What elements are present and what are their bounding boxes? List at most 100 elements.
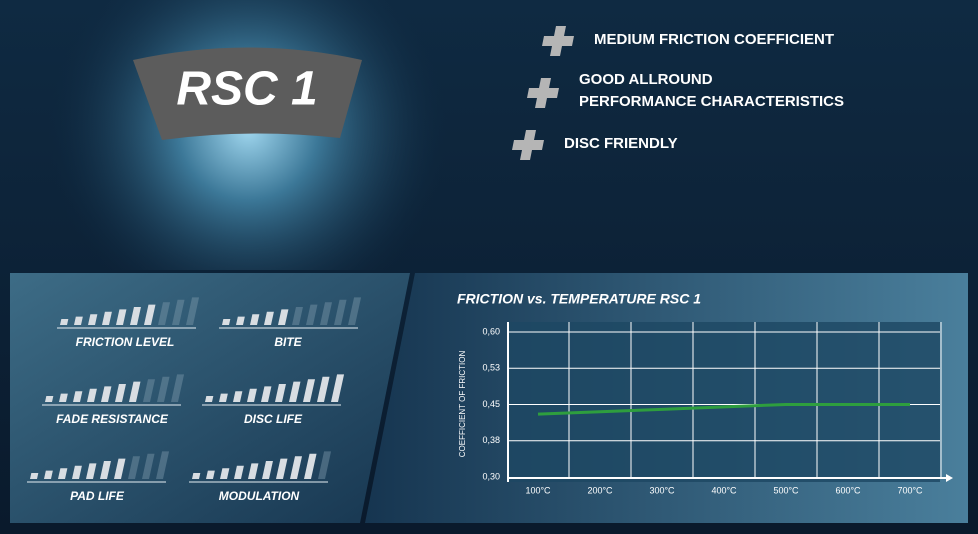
meter-bar	[59, 393, 68, 402]
meter-bar	[320, 302, 333, 325]
plus-icons	[512, 26, 574, 160]
feature: DISC FRIENDLY	[564, 135, 678, 152]
meter-bar	[261, 386, 272, 402]
meter-bar	[262, 461, 273, 479]
meter-bar	[205, 396, 214, 402]
meter-bar	[275, 384, 286, 402]
feature: PERFORMANCE CHARACTERISTICS	[579, 93, 844, 110]
meter-level	[45, 381, 141, 402]
meter-bar	[318, 451, 332, 479]
meter-bar	[157, 376, 170, 402]
meter-bar	[45, 396, 54, 402]
x-tick-label: 700°C	[897, 485, 923, 495]
y-tick-label: 0,53	[482, 363, 500, 373]
meter-bar	[219, 393, 228, 402]
y-tick-label: 0,60	[482, 326, 500, 336]
y-tick-label: 0,30	[482, 471, 500, 481]
meter-bar	[114, 458, 126, 479]
pad-shape	[133, 47, 362, 140]
meter-bar	[264, 311, 274, 325]
meter-level	[205, 374, 345, 402]
meter-bar	[142, 453, 155, 479]
plot-area	[508, 322, 940, 482]
rating-label: FADE RESISTANCE	[56, 412, 169, 426]
y-axis-title: COEFFICIENT OF FRICTION	[458, 351, 467, 458]
meter-rest	[318, 451, 332, 479]
meter-level	[192, 453, 317, 479]
x-tick-label: 500°C	[773, 485, 799, 495]
x-tick-label: 200°C	[587, 485, 613, 495]
y-tick-label: 0,38	[482, 435, 500, 445]
rating-label: BITE	[274, 335, 302, 349]
chart-title: FRICTION vs. TEMPERATURE RSC 1	[457, 291, 701, 307]
meter-bar	[306, 304, 318, 325]
y-tick-label: 0,45	[482, 399, 500, 409]
x-tick-label: 400°C	[711, 485, 737, 495]
meter-level	[222, 309, 289, 325]
meter-bar	[248, 463, 259, 479]
rating-label: FRICTION LEVEL	[76, 335, 175, 349]
meter-bar	[129, 381, 141, 402]
meter-rest	[292, 297, 362, 325]
meter-rest	[143, 374, 185, 402]
series-line	[537, 403, 910, 416]
meter-bar	[171, 374, 185, 402]
meter-bar	[144, 304, 156, 325]
meter-bar	[88, 314, 98, 325]
meter-bar	[250, 314, 260, 325]
meter-bar	[86, 463, 97, 479]
meter-bar	[100, 461, 111, 479]
meter-bar	[276, 458, 288, 479]
meter-level	[60, 304, 156, 325]
meter-bar	[172, 299, 185, 325]
meter-bar	[222, 319, 231, 325]
meter-bar	[115, 384, 126, 402]
meter-bar	[72, 465, 82, 479]
meter-bar	[44, 470, 53, 479]
meter-bar	[130, 307, 141, 325]
meter-bar	[156, 451, 170, 479]
meter-bar	[233, 391, 243, 402]
meter-bar	[304, 453, 317, 479]
meter-bar	[334, 299, 347, 325]
meter-bar	[290, 456, 303, 479]
feature: GOOD ALLROUND	[579, 71, 713, 88]
meter-rest	[158, 297, 200, 325]
meter-bar	[292, 307, 303, 325]
meter-bar	[74, 316, 83, 325]
meter-bar	[234, 465, 244, 479]
meter-bar	[87, 388, 97, 402]
meter-bar	[220, 468, 230, 479]
meter-level	[30, 458, 126, 479]
rating-label: MODULATION	[219, 489, 300, 503]
meter-bar	[30, 473, 39, 479]
meter-bar	[116, 309, 127, 325]
axis-arrow	[946, 474, 953, 482]
meter-bar	[278, 309, 289, 325]
meter-bar	[206, 470, 215, 479]
meter-bar	[289, 381, 301, 402]
meter-bar	[143, 379, 156, 402]
meter-bar	[303, 379, 316, 402]
x-tick-label: 600°C	[835, 485, 861, 495]
rating-label: PAD LIFE	[70, 489, 125, 503]
x-tick-label: 300°C	[649, 485, 675, 495]
meter-bar	[331, 374, 345, 402]
feature: MEDIUM FRICTION COEFFICIENT	[594, 31, 834, 48]
meter-bar	[60, 319, 69, 325]
x-tick-label: 100°C	[525, 485, 551, 495]
meter-bar	[348, 297, 362, 325]
logo: RSC 1	[176, 63, 317, 116]
meter-bar	[236, 316, 245, 325]
meter-bar	[158, 302, 171, 325]
meter-bar	[58, 468, 68, 479]
meter-bar	[247, 388, 257, 402]
meter-bar	[128, 456, 141, 479]
rating-label: DISC LIFE	[244, 412, 303, 426]
meter-bar	[317, 376, 330, 402]
meter-bar	[73, 391, 83, 402]
meter-bar	[192, 473, 201, 479]
meter-bar	[101, 386, 112, 402]
meter-rest	[128, 451, 170, 479]
